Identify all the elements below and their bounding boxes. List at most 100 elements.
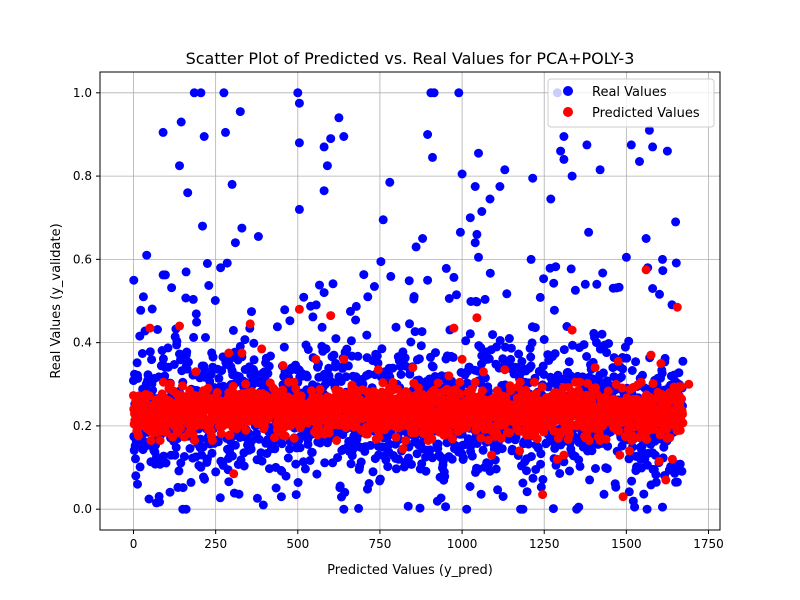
predicted-value-point [617,383,627,393]
real-value-point [391,322,401,332]
real-value-point [247,307,256,317]
real-value-point [353,351,363,361]
real-value-point [655,289,664,299]
predicted-value-point [521,385,531,395]
predicted-value-point [408,363,418,373]
predicted-value-point [537,382,547,392]
legend: Real Values Predicted Values [547,78,715,128]
predicted-value-point [144,391,154,401]
real-value-point [315,280,324,290]
real-value-point [131,454,140,464]
real-value-point [196,462,206,472]
real-value-point [414,354,424,364]
real-value-point [639,489,649,499]
real-value-point [160,270,170,280]
real-value-point [635,157,644,166]
real-value-point [303,345,313,354]
real-value-point [452,290,461,300]
real-value-point [311,300,321,310]
real-value-point [147,304,157,314]
real-value-point [237,223,247,233]
y-tick-label: 1.0 [73,86,92,100]
real-value-point [582,352,592,361]
real-value-point [305,456,315,465]
real-value-point [356,457,366,467]
real-value-point [616,372,626,382]
real-value-point [675,459,685,469]
real-value-point [138,292,148,302]
real-value-point [181,267,191,277]
real-value-point [135,462,145,472]
predicted-value-point [207,436,217,445]
real-value-point [307,447,317,457]
real-value-point [574,502,584,512]
real-value-point [219,88,229,98]
y-tick-label: 0.0 [73,502,92,516]
real-value-point [294,138,304,148]
real-value-point [222,258,232,268]
real-value-point [158,127,168,137]
real-value-point [252,493,262,503]
real-value-point [293,88,303,98]
predicted-value-point [449,323,459,333]
predicted-value-point [559,450,569,460]
real-value-point [178,483,188,493]
real-value-point [409,292,419,301]
real-value-point [377,344,387,354]
real-value-point [624,487,634,497]
predicted-value-point [477,386,487,396]
real-value-point [624,336,634,346]
predicted-value-point [165,379,175,389]
real-value-point [472,297,482,307]
real-value-point [198,221,207,231]
predicted-value-point [672,302,682,312]
real-value-point [536,482,546,492]
real-value-point [165,487,175,497]
predicted-value-point [257,344,267,354]
real-value-point [493,485,503,495]
predicted-value-point [326,311,336,321]
x-axis-label: Predicted Values (y_pred) [327,563,493,578]
real-value-point [539,274,549,284]
real-value-point [599,489,609,499]
real-value-point [235,107,245,117]
y-axis-label: Real Values (y_validate) [49,223,64,378]
real-value-point [638,370,647,380]
real-value-point [461,336,471,346]
real-value-point [658,254,667,264]
real-value-point [580,279,590,289]
real-value-point [474,148,483,158]
real-value-point [198,442,208,452]
real-value-point [279,342,289,352]
real-value-point [142,250,152,260]
real-value-point [266,351,275,361]
real-value-point [582,140,592,150]
real-value-point [497,444,507,454]
predicted-value-point [676,382,686,392]
real-value-point [365,440,375,450]
real-value-point [502,289,512,299]
real-value-point [322,161,332,171]
predicted-value-point [296,391,306,401]
legend-label-real-values: Real Values [592,85,667,100]
x-tick-label: 500 [286,537,309,551]
real-value-point [342,344,352,354]
real-value-point [385,177,395,187]
real-value-point [400,353,410,363]
real-value-point [161,458,171,468]
real-value-point [454,88,464,98]
legend-box [547,78,715,128]
y-tick-label: 0.6 [73,252,92,266]
real-value-point [444,294,454,303]
real-value-point [249,355,259,365]
real-value-point [566,264,576,274]
predicted-value-point [478,367,488,377]
real-value-point [458,453,468,463]
real-value-point [595,165,605,175]
real-value-point [415,503,425,513]
real-value-point [253,232,263,241]
real-value-point [174,466,184,476]
real-value-point [470,238,480,248]
predicted-value-point [614,426,624,436]
real-value-point [368,467,378,477]
